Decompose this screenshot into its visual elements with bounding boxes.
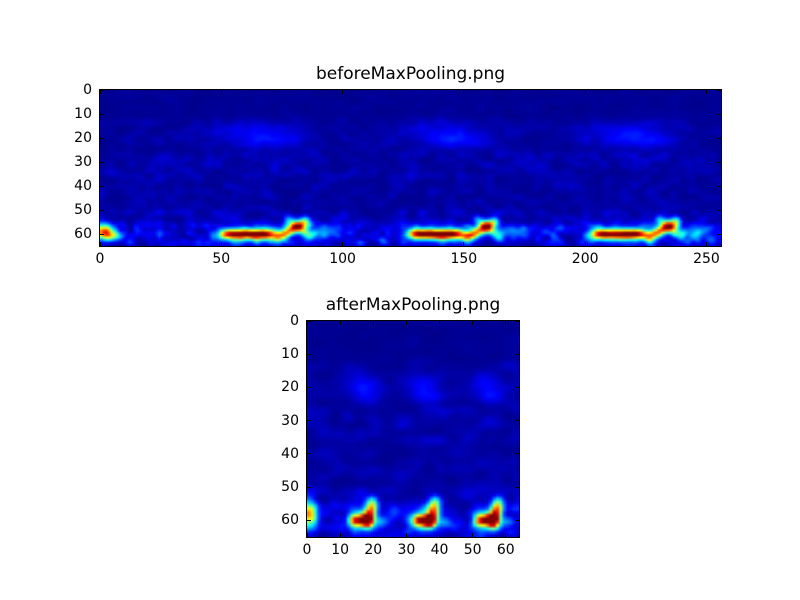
y-tick-label: 50 [74, 202, 92, 218]
x-tick-mark [584, 242, 586, 246]
x-tick-label: 0 [302, 542, 312, 558]
y-tick-mark [307, 486, 311, 488]
y-tick-mark [307, 519, 311, 521]
x-tick-label: 40 [430, 542, 449, 558]
x-tick-mark [372, 321, 374, 325]
before-maxpooling-axes: beforeMaxPooling.png 0 50 100 150 200 250 0 10 2… [74, 64, 722, 266]
y-tick-mark [100, 113, 104, 115]
x-tick-mark [705, 242, 707, 246]
y-tick-label: 20 [281, 379, 299, 396]
x-tick-mark [99, 90, 101, 94]
y-tick-mark [100, 137, 104, 139]
x-tick-mark [584, 90, 586, 94]
x-tick-label: 20 [364, 542, 383, 558]
y-tick-mark [717, 209, 721, 211]
before-maxpooling-heatmap [100, 90, 721, 246]
y-tick-mark [717, 233, 721, 235]
x-tick-label: 250 [693, 251, 720, 267]
y-tick-label: 30 [281, 412, 299, 429]
x-tick-mark [463, 242, 465, 246]
x-tick-label: 60 [496, 542, 515, 558]
after-maxpooling-heatmap [307, 321, 519, 537]
y-tick-label: 40 [281, 445, 299, 462]
x-tick-label: 100 [329, 251, 356, 267]
x-tick-mark [505, 321, 507, 325]
x-tick-label: 30 [397, 542, 416, 558]
x-tick-mark [339, 533, 341, 537]
y-tick-label: 40 [74, 178, 92, 194]
y-tick-label: 10 [74, 106, 92, 122]
x-tick-mark [705, 90, 707, 94]
x-tick-mark [339, 321, 341, 325]
y-tick-mark [515, 453, 519, 455]
y-tick-mark [717, 137, 721, 139]
y-tick-label: 30 [74, 154, 92, 170]
x-tick-mark [99, 242, 101, 246]
x-tick-label: 200 [571, 251, 599, 267]
x-tick-mark [342, 90, 344, 94]
x-tick-label: 50 [463, 542, 482, 558]
y-tick-mark [307, 420, 311, 422]
y-tick-label: 0 [290, 313, 299, 329]
x-tick-mark [405, 321, 407, 325]
y-tick-mark [717, 185, 721, 187]
y-tick-mark [307, 353, 311, 355]
x-tick-mark [372, 533, 374, 537]
after-maxpooling-axes: afterMaxPooling.png 0 10 20 30 40 50 60 0 10 20 30… [281, 295, 520, 557]
plot-title-before: beforeMaxPooling.png [315, 64, 506, 84]
x-tick-mark [472, 533, 474, 537]
y-tick-mark [307, 386, 311, 388]
x-tick-mark [306, 533, 308, 537]
y-tick-mark [515, 386, 519, 388]
x-tick-mark [463, 90, 465, 94]
y-tick-mark [717, 113, 721, 115]
y-tick-mark [515, 353, 519, 355]
y-tick-label: 50 [281, 479, 299, 496]
y-tick-mark [515, 420, 519, 422]
x-tick-mark [220, 242, 222, 246]
y-tick-mark [100, 161, 104, 163]
y-tick-mark [515, 519, 519, 521]
x-tick-mark [439, 533, 440, 537]
x-tick-mark [505, 533, 507, 537]
x-tick-mark [472, 321, 474, 325]
y-tick-mark [307, 320, 311, 322]
y-tick-label: 10 [281, 346, 299, 363]
x-tick-label: 10 [331, 542, 350, 558]
x-tick-mark [405, 533, 407, 537]
y-tick-mark [515, 320, 519, 322]
y-tick-label: 0 [83, 82, 92, 98]
x-tick-mark [342, 242, 344, 246]
x-tick-label: 0 [95, 251, 105, 267]
y-tick-mark [100, 89, 104, 91]
y-tick-mark [100, 209, 104, 211]
y-tick-label: 60 [74, 226, 92, 242]
x-tick-mark [439, 321, 440, 325]
x-tick-label: 150 [450, 251, 478, 267]
plot-title-after: afterMaxPooling.png [325, 295, 501, 315]
y-tick-mark [100, 233, 104, 235]
y-tick-label: 60 [281, 512, 299, 529]
y-tick-mark [100, 185, 104, 187]
y-tick-label: 20 [74, 130, 92, 146]
y-tick-mark [515, 486, 519, 488]
y-tick-mark [717, 161, 721, 163]
x-tick-mark [220, 90, 222, 94]
y-tick-mark [307, 453, 311, 455]
y-tick-mark [717, 89, 721, 91]
x-tick-label: 50 [212, 251, 231, 267]
x-tick-mark [306, 321, 308, 325]
